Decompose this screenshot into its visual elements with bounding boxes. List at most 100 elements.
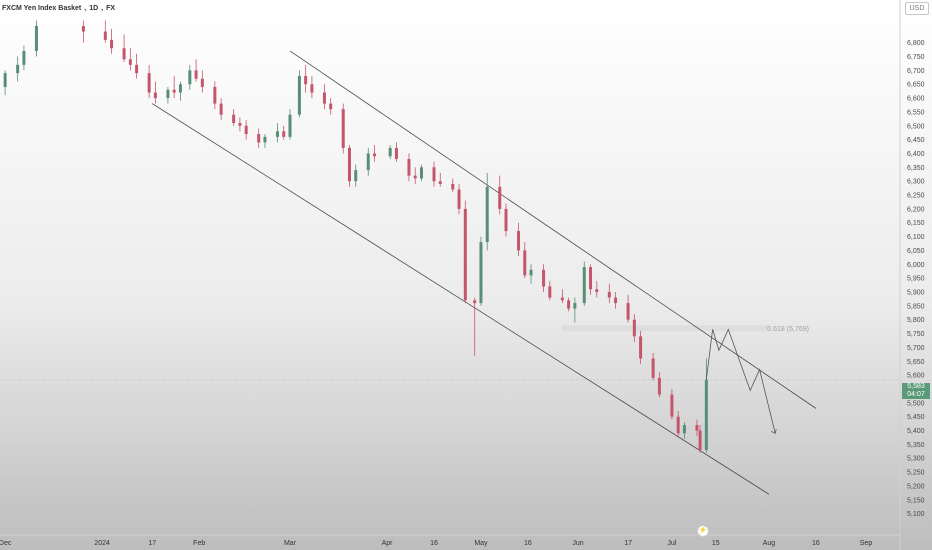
x-tick-label: Apr [382,540,394,547]
last-price-tag: 5,583 04:07 [902,383,930,399]
candle-body [122,48,126,60]
y-tick-label: 6,100 [907,234,925,241]
candle-body [698,430,702,450]
separator-1: , [84,4,87,12]
candle-body [498,186,502,209]
candle-body [188,70,192,85]
y-tick-label: 5,200 [907,483,925,490]
candle-body [523,250,527,276]
x-tick-label: 2024 [94,540,110,547]
candle-body [194,70,198,79]
candle-body [695,424,699,431]
x-tick-label: 16 [524,540,532,547]
channel-upper-line [289,50,817,409]
candle-body [263,136,267,143]
interval-label[interactable]: 1D [89,4,99,12]
candle-body [451,183,455,190]
x-tick-label: Jun [572,540,583,547]
y-tick-label: 6,450 [907,137,925,144]
y-tick-label: 6,200 [907,206,925,213]
candle-body [626,303,630,320]
y-tick-label: 6,750 [907,54,925,61]
candle-body [567,300,571,309]
bar-countdown: 04:07 [907,391,925,398]
candle-body [238,123,242,126]
candle-body [288,114,292,137]
candle-body [347,147,351,182]
candle-body [275,131,279,137]
y-tick-label: 5,250 [907,470,925,477]
y-tick-label: 5,150 [907,497,925,504]
candle-body [589,267,593,290]
x-tick-label: Aug [763,540,776,547]
candle-body [147,73,151,93]
y-tick-label: 5,900 [907,290,925,297]
candle-body [542,269,546,287]
candle-body [394,147,398,160]
y-tick-label: 5,300 [907,456,925,463]
y-tick-label: 5,800 [907,317,925,324]
lightning-icon[interactable]: ⚡ [697,525,709,537]
candle-body [639,336,643,359]
candle-body [297,75,301,115]
y-tick-label: 6,500 [907,123,925,130]
candle-body [22,50,26,65]
x-tick-label: May [474,540,488,547]
candle-body [110,39,114,49]
y-tick-label: 5,100 [907,511,925,518]
symbol-header[interactable]: FXCM Yen Index Basket , 1D , FX [2,2,115,14]
last-price-value: 5,583 [907,383,925,390]
y-tick-label: 6,050 [907,248,925,255]
candle-body [582,267,586,304]
x-tick-label: Feb [193,540,205,547]
y-tick-label: 6,550 [907,109,925,116]
x-tick-label: 15 [712,540,720,547]
candle-body [257,134,261,143]
y-tick-label: 6,350 [907,165,925,172]
projection-path [705,328,776,434]
candle-body [178,84,182,93]
y-tick-label: 5,650 [907,359,925,366]
candle-body [16,64,20,74]
candle-body [670,394,674,417]
x-tick-label: 16 [812,540,820,547]
y-tick-label: 6,600 [907,96,925,103]
candle-body [373,153,377,157]
candle-body [457,189,461,209]
candle-body [657,377,661,395]
candle-body [560,297,564,301]
candle-body [3,73,7,87]
x-tick-label: Jul [667,540,676,547]
symbol-name[interactable]: FXCM Yen Index Basket [2,4,82,12]
candle-body [153,92,157,99]
candle-body [614,297,618,304]
y-tick-label: 6,700 [907,68,925,75]
candle-body [213,86,217,104]
separator-2: , [101,4,104,12]
candle-body [128,59,132,65]
y-tick-label: 5,500 [907,400,925,407]
candle-body [103,31,107,40]
candle-body [166,89,170,99]
x-tick-label: Mar [284,540,297,547]
channel-lower-line [152,103,770,495]
candle-body [200,78,204,87]
x-tick-label: Dec [0,540,12,547]
candle-body [219,103,223,115]
candle-body [135,64,139,74]
exchange-label: FX [106,4,116,12]
y-tick-label: 5,750 [907,331,925,338]
y-tick-label: 6,250 [907,193,925,200]
candle-body [485,186,489,243]
candle-body [388,147,392,157]
candle-body [366,153,370,171]
y-tick-label: 5,350 [907,442,925,449]
y-tick-label: 6,000 [907,262,925,269]
candle-body [651,358,655,378]
candle-body [81,26,85,32]
candle-body [413,175,417,179]
currency-badge[interactable]: USD [905,2,929,15]
candle-body [407,159,411,176]
candle-body [354,170,358,182]
